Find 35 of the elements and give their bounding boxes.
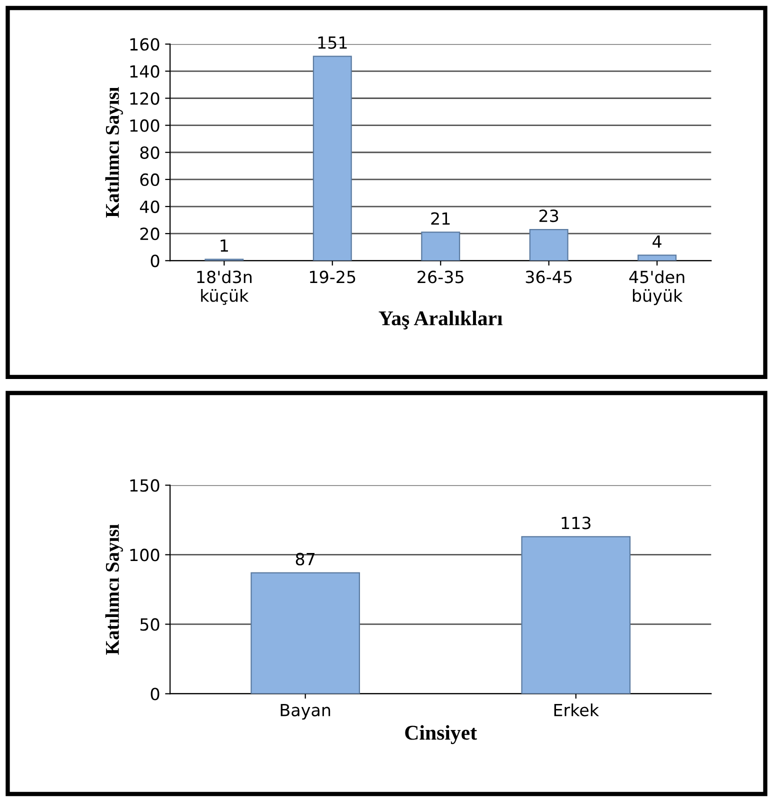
data-label: 1 [220,240,228,252]
y-tick-label: 100 [130,119,160,132]
x-tick-label: Erkek [554,703,600,716]
y-tick-label: 120 [130,92,160,105]
y-tick-label: 20 [140,228,160,240]
y-axis-title: Katılımcı Sayısı [105,524,123,655]
data-label: 21 [431,212,450,225]
y-tick-label: 150 [130,479,160,492]
bar [529,228,568,261]
x-tick-label: 36-45 [526,270,572,284]
y-tick-label: 0 [150,688,160,700]
x-tick-label: 26-35 [418,270,464,284]
bar [421,232,460,261]
y-tick-label: 40 [140,200,160,214]
data-label: 87 [296,552,315,566]
y-tick-label: 160 [130,38,160,51]
y-tick-label: 100 [130,548,160,562]
x-tick-label: 19-25 [310,270,356,284]
x-tick-label: 45'den büyük [629,270,684,306]
x-tick-label: 18'd3n küçük [197,270,252,305]
data-label: 151 [318,36,347,49]
y-tick-label: 80 [140,146,160,159]
bar [312,56,352,261]
data-label: 4 [652,235,662,248]
y-axis-title: Katılımcı Sayısı [105,87,123,218]
y-tick-label: 50 [140,618,160,631]
x-axis-title: Yaş Aralıkları [378,310,503,330]
bar [638,254,677,261]
y-tick-label: 60 [140,173,160,186]
y-tick-label: 0 [150,254,160,268]
x-tick-label: Bayan [280,704,330,720]
data-label: 23 [539,210,558,222]
x-axis-title: Cinsiyet [405,725,477,744]
data-label: 113 [562,516,590,530]
y-tick-label: 140 [130,65,160,78]
